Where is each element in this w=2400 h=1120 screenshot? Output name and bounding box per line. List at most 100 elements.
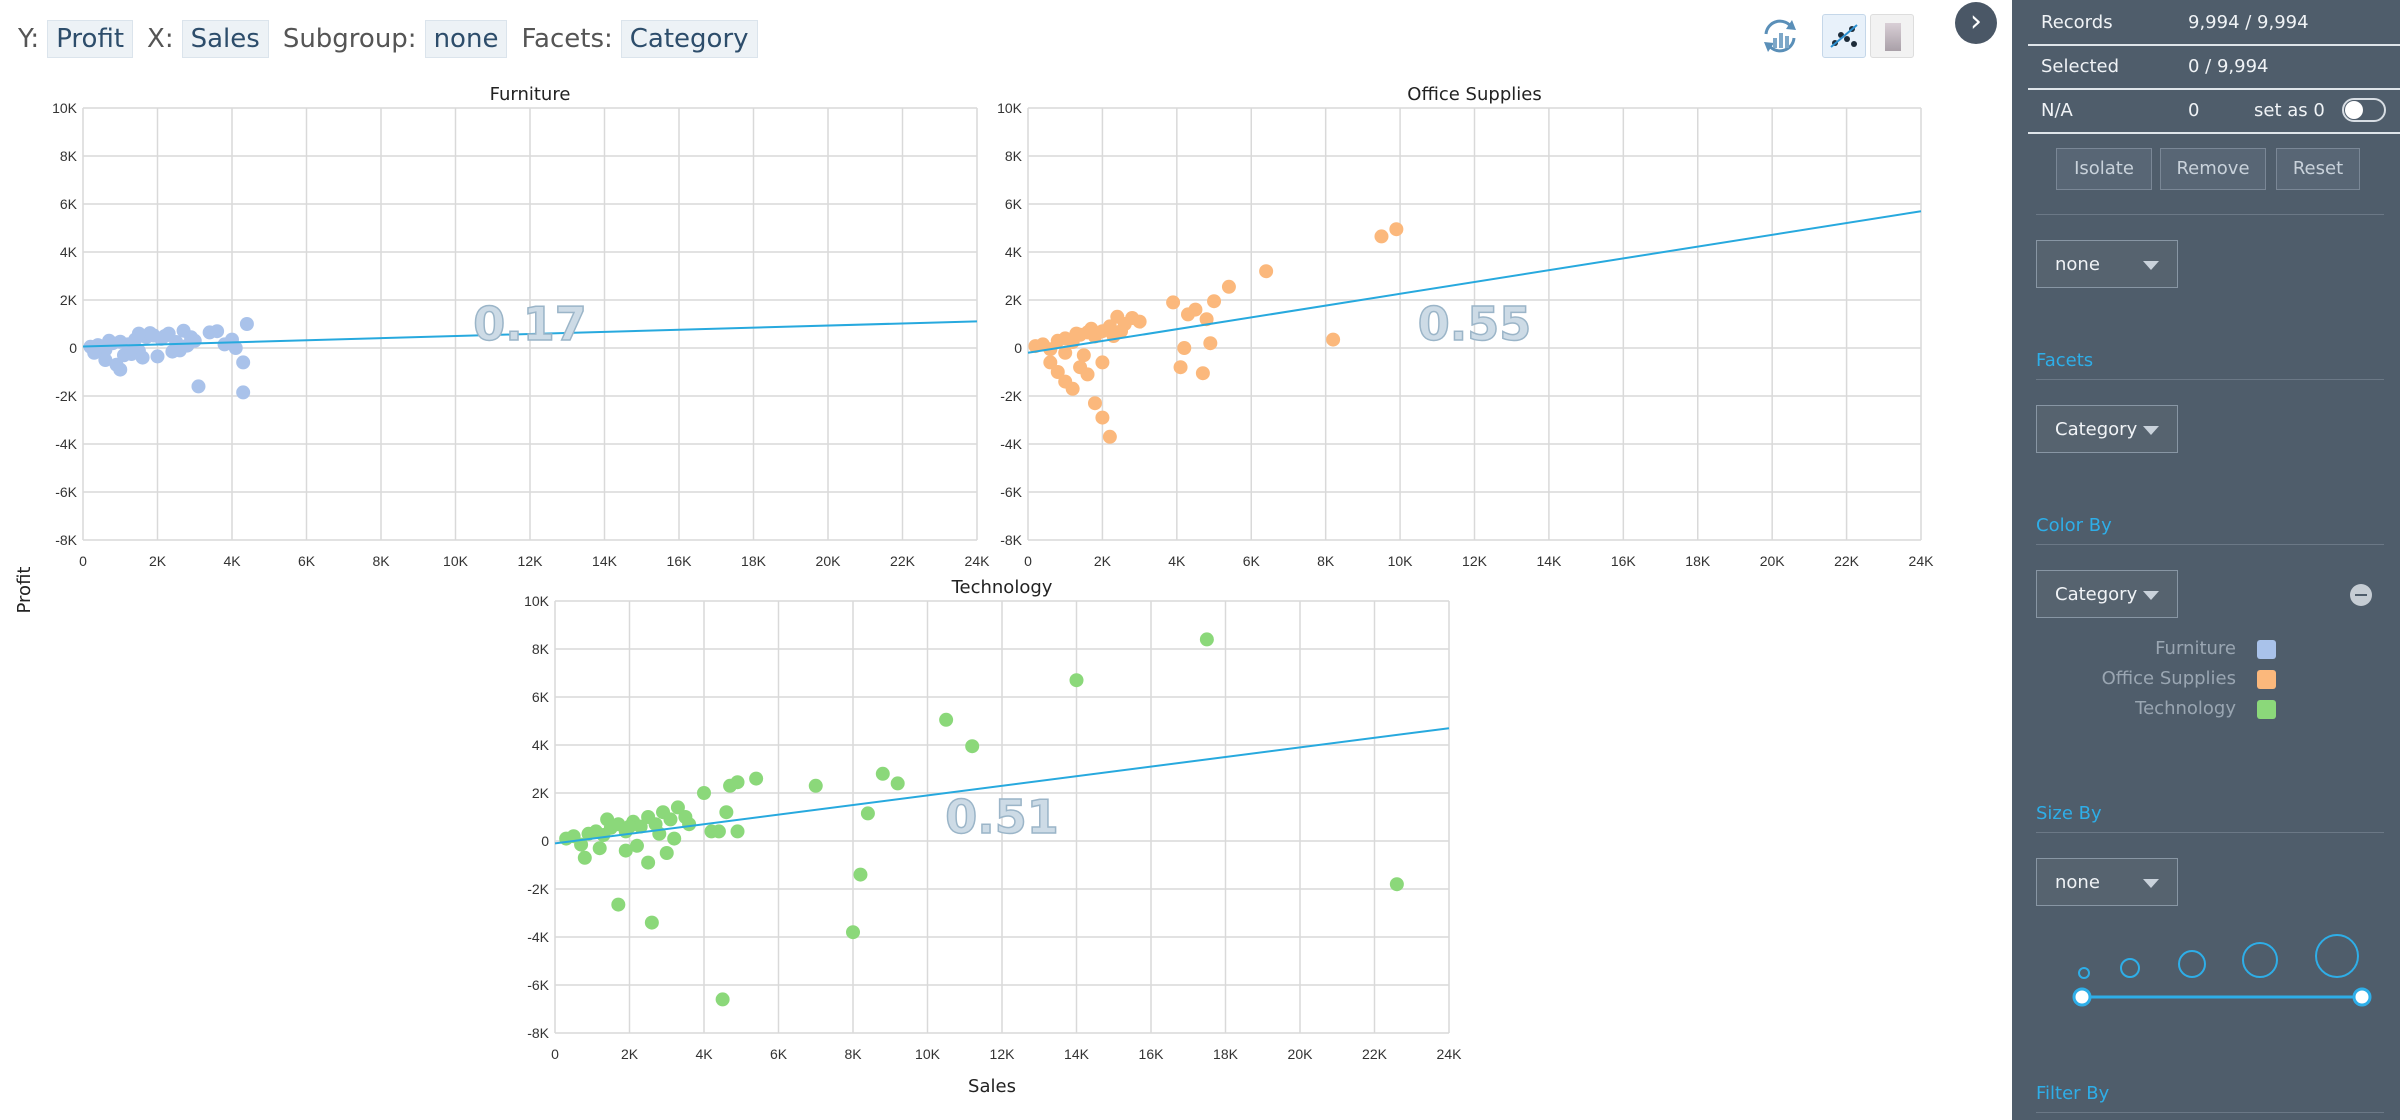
data-point [1069,673,1084,688]
subgroup-label: Subgroup: [282,24,417,54]
data-point [228,341,243,355]
y-tick-label: -4K [1000,436,1022,452]
scatter-plot-icon[interactable] [1822,14,1866,58]
bar-chart-icon[interactable] [1870,14,1914,58]
data-point [1389,222,1404,237]
refresh-chart-icon[interactable] [1758,14,1802,58]
y-tick-label: -8K [1000,532,1022,548]
data-point [1374,229,1389,244]
facets-select[interactable]: Category [2036,405,2178,453]
y-tick-label: 10K [52,100,78,116]
x-tick-label: 14K [592,553,618,569]
set-as-zero-label: set as 0 [2254,100,2325,121]
divider [2036,214,2384,215]
legend-item-technology[interactable]: Technology [2012,698,2282,722]
faceted-scatter-chart: 0 2K 4K 6K 8K 10K 12K 14K 16K 18K 20K 22K 24K -8K -6K -… [14,84,1934,1097]
y-field-chip[interactable]: Profit [47,20,134,58]
data-point [1326,332,1341,347]
subgroup-select[interactable]: none [2036,240,2178,288]
chevron-down-icon [2143,879,2159,888]
facets-chip[interactable]: Category [620,20,758,58]
x-tick-label: 2K [621,1046,639,1062]
isolate-button[interactable]: Isolate [2056,148,2152,190]
set-as-zero-toggle[interactable] [2342,98,2386,122]
data-point [102,333,117,348]
x-tick-label: 4K [695,1046,713,1062]
data-point [1177,341,1192,355]
slider-min-handle [2072,987,2092,1007]
y-tick-label: -2K [527,881,549,897]
data-point [965,739,980,754]
legend-item-office-supplies[interactable]: Office Supplies [2012,668,2282,692]
subgroup-chip[interactable]: none [424,20,508,58]
data-point [1043,355,1058,370]
color-by-select-value: Category [2055,584,2138,605]
data-point [730,824,745,839]
x-tick-label: 4K [223,553,241,569]
size-legend-circle-icon [2078,967,2090,979]
data-point [1087,396,1102,411]
chevron-down-icon [2143,591,2159,600]
facets-label: Facets: [521,24,613,54]
x-tick-label: 18K [1213,1046,1239,1062]
data-point [131,326,146,341]
x-tick-label: 16K [1139,1046,1165,1062]
remove-color-icon[interactable] [2350,584,2372,606]
y-tick-label: 2K [532,785,550,801]
data-point [1389,877,1404,892]
data-point [236,355,251,370]
data-point [1203,336,1218,351]
legend-swatch [2257,640,2276,659]
color-by-section-title: Color By [2036,515,2384,545]
y-tick-label: -4K [527,929,549,945]
y-tick-label: 8K [532,641,550,657]
size-range-slider[interactable] [2052,925,2372,1010]
data-point [853,867,868,882]
x-tick-label: 0 [551,1046,559,1062]
data-point [860,806,875,821]
data-point [1199,312,1214,327]
na-value: 0 [2188,100,2200,121]
data-point [629,838,644,853]
data-point [667,831,682,846]
remove-button[interactable]: Remove [2160,148,2266,190]
chevron-right-icon[interactable]: › [1955,2,1997,44]
y-tick-label: 8K [60,148,78,164]
data-point [236,385,251,400]
y-tick-label: 0 [1014,340,1022,356]
y-tick-label: 6K [60,196,78,212]
data-point [1050,365,1065,379]
chevron-down-icon [2143,261,2159,270]
data-point [1199,632,1214,647]
x-tick-label: 4K [1168,553,1186,569]
x-tick-label: 0 [1024,553,1032,569]
x-tick-label: 20K [1760,553,1786,569]
data-point [644,915,659,930]
y-tick-label: 0 [541,833,549,849]
y-tick-label: -6K [1000,484,1022,500]
x-tick-label: 10K [915,1046,941,1062]
records-row: Records 9,994 / 9,994 [2028,2,2400,46]
control-panel: Records 9,994 / 9,994 Selected 0 / 9,994… [2012,0,2400,1120]
x-tick-label: 16K [667,553,693,569]
legend-swatch [2257,670,2276,689]
color-by-select[interactable]: Category [2036,570,2178,618]
legend-item-furniture[interactable]: Furniture [2012,638,2282,662]
x-tick-label: 22K [1834,553,1860,569]
x-tick-label: 6K [770,1046,788,1062]
size-legend-circle-icon [2178,950,2206,978]
x-tick-label: 24K [1437,1046,1463,1062]
x-tick-label: 10K [443,553,469,569]
data-point [641,855,656,870]
x-field-chip[interactable]: Sales [181,20,269,58]
legend-label: Technology [2135,698,2236,719]
reset-button[interactable]: Reset [2276,148,2360,190]
data-point [592,841,607,856]
data-point [611,897,626,912]
data-point [808,778,823,793]
size-by-select[interactable]: none [2036,858,2178,906]
x-axis-title: Sales [968,1076,1016,1097]
filter-by-section-title: Filter By [2036,1083,2384,1113]
legend-label: Furniture [2155,638,2236,659]
y-axis-label: Y: [18,24,40,54]
